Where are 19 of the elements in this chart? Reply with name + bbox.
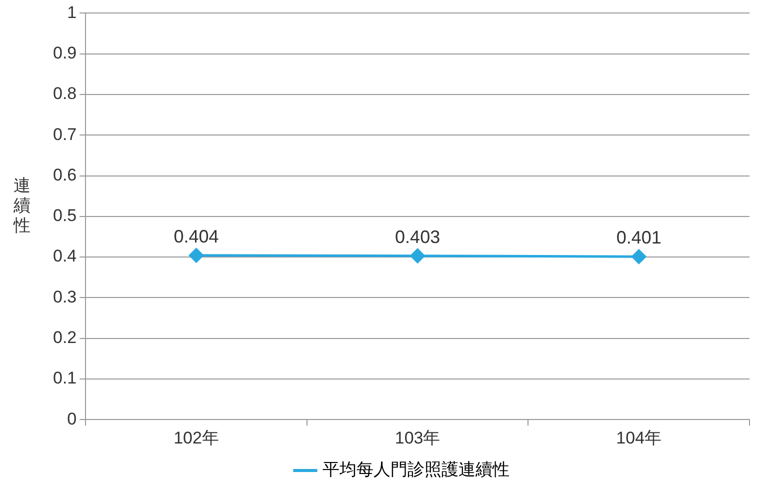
- y-tick-label: 0.2: [52, 328, 77, 348]
- x-tick-label: 103年: [394, 428, 440, 448]
- x-tick-label: 102年: [174, 428, 219, 448]
- y-tick-label: 0.9: [52, 44, 77, 63]
- y-tick-label: 0: [67, 409, 77, 428]
- legend-label: 平均每人門診照護連續性: [322, 460, 510, 480]
- y-tick-label: 0.7: [52, 124, 77, 144]
- data-label: 0.403: [395, 226, 440, 247]
- y-axis-title: 連續性: [12, 176, 30, 236]
- y-tick-label: 0.8: [52, 84, 77, 104]
- data-label: 0.401: [616, 228, 662, 248]
- y-tick-label: 0.4: [52, 246, 77, 266]
- y-tick-label: 0.3: [52, 287, 77, 306]
- y-tick-label: 0.5: [52, 206, 77, 226]
- data-label: 0.404: [174, 226, 219, 246]
- y-tick-label: 1: [67, 2, 77, 22]
- y-tick-label: 0.1: [52, 368, 77, 388]
- x-tick-label: 104年: [616, 428, 662, 448]
- y-tick-label: 0.6: [52, 165, 77, 184]
